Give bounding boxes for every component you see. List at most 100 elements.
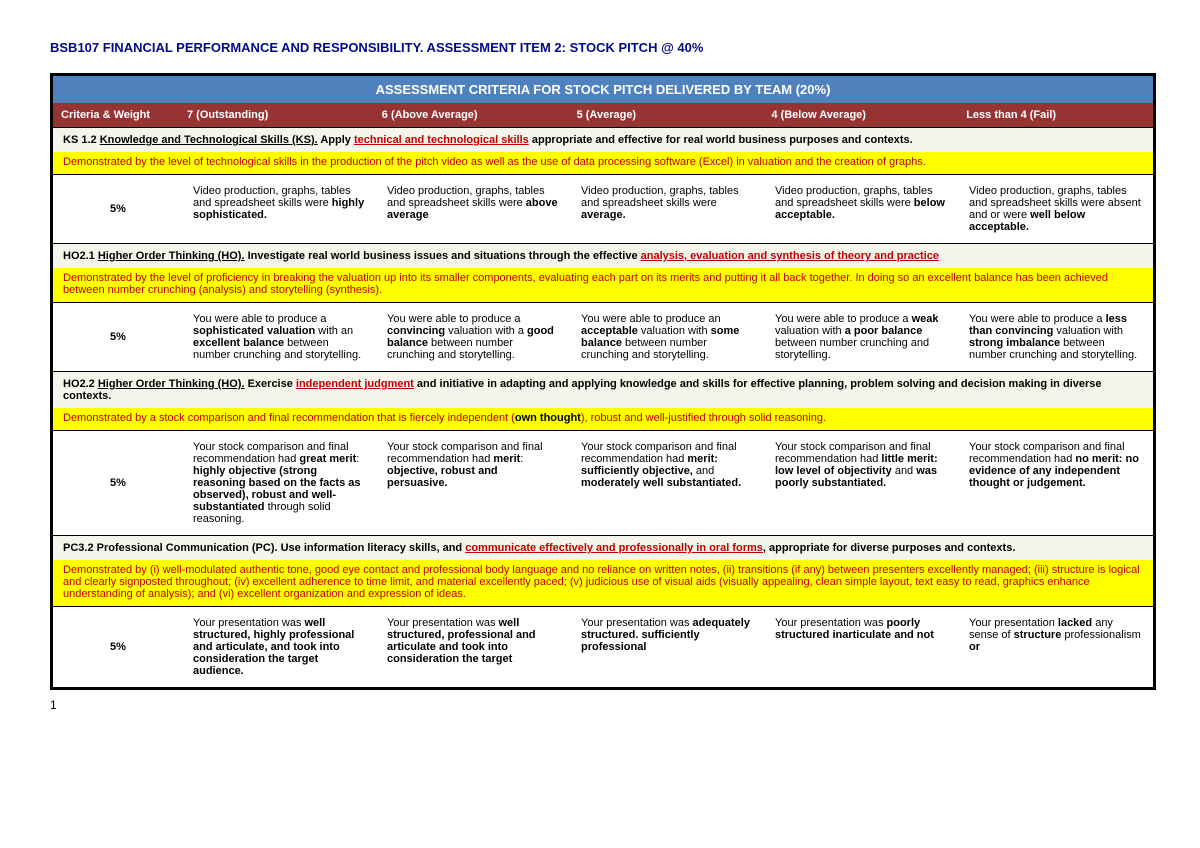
text: Investigate real world business issues a… [245, 250, 641, 262]
ho21-level4: You were able to produce a weak valuatio… [765, 303, 959, 371]
text: and [693, 465, 714, 477]
header-5: 5 (Average) [569, 103, 764, 127]
pc32-levelfail: Your presentation lacked any sense of st… [959, 607, 1153, 687]
criterion-ho21-levels: 5% You were able to produce a sophistica… [53, 302, 1153, 371]
criterion-ho21: HO2.1 Higher Order Thinking (HO). Invest… [53, 243, 1153, 371]
text: Video production, graphs, tables and spr… [775, 185, 933, 209]
text: Video production, graphs, tables and spr… [581, 185, 739, 209]
text: ), robust and well-justified through sol… [581, 412, 826, 424]
text: You were able to produce an [581, 313, 721, 325]
text: , appropriate for diverse purposes and c… [763, 542, 1015, 554]
criterion-pc32-desc: Demonstrated by (i) well-modulated authe… [53, 560, 1153, 606]
criterion-ho22-title: HO2.2 Higher Order Thinking (HO). Exerci… [53, 372, 1153, 408]
text: Demonstrated by a stock comparison and f… [63, 412, 515, 424]
criterion-ho21-desc: Demonstrated by the level of proficiency… [53, 268, 1153, 302]
text: valuation with [1053, 325, 1123, 337]
criterion-ho21-title: HO2.1 Higher Order Thinking (HO). Invest… [53, 244, 1153, 268]
text: structure [1014, 629, 1062, 641]
criterion-pc32-levels: 5% Your presentation was well structured… [53, 606, 1153, 687]
criterion-ks12: KS 1.2 Knowledge and Technological Skill… [53, 127, 1153, 243]
rubric-table: ASSESSMENT CRITERIA FOR STOCK PITCH DELI… [50, 73, 1156, 690]
text: between number crunching and storytellin… [775, 337, 929, 361]
ho21-levelfail: You were able to produce a less than con… [959, 303, 1153, 371]
pc32-level4: Your presentation was poorly structured … [765, 607, 959, 687]
text: moderately well substantiated. [581, 477, 741, 489]
ho21-weight: 5% [53, 303, 183, 371]
header-row: Criteria & Weight 7 (Outstanding) 6 (Abo… [53, 103, 1153, 127]
header-6: 6 (Above Average) [374, 103, 569, 127]
text: valuation with [638, 325, 711, 337]
text: strong imbalance [969, 337, 1060, 349]
text: Your presentation was [387, 617, 499, 629]
text: acceptable [581, 325, 638, 337]
ks12-level7: Video production, graphs, tables and spr… [183, 175, 377, 243]
text: You were able to produce a [193, 313, 327, 325]
criterion-pc32-title: PC3.2 Professional Communication (PC). U… [53, 536, 1153, 560]
text: independent judgment [296, 378, 414, 390]
text: Higher Order Thinking (HO). [98, 250, 245, 262]
text: weak [912, 313, 939, 325]
header-weight: Criteria & Weight [53, 103, 179, 127]
ks12-level4: Video production, graphs, tables and spr… [765, 175, 959, 243]
text: sophisticated valuation [193, 325, 315, 337]
text: appropriate and effective for real world… [529, 134, 913, 146]
text: Video production, graphs, tables and spr… [193, 185, 351, 209]
text: Your presentation was [193, 617, 305, 629]
criterion-pc32: PC3.2 Professional Communication (PC). U… [53, 535, 1153, 687]
rubric-banner: ASSESSMENT CRITERIA FOR STOCK PITCH DELI… [53, 76, 1153, 103]
ho22-levelfail: Your stock comparison and final recommen… [959, 431, 1153, 535]
text: technical and technological skills [354, 134, 529, 146]
text: convincing [387, 325, 445, 337]
ks12-level6: Video production, graphs, tables and spr… [377, 175, 571, 243]
text: KS 1.2 [63, 134, 100, 146]
text: objective, robust and persuasive. [387, 465, 498, 489]
ho21-level6: You were able to produce a convincing va… [377, 303, 571, 371]
text: great merit [299, 453, 356, 465]
ho22-level4: Your stock comparison and final recommen… [765, 431, 959, 535]
text: and [892, 465, 916, 477]
text: You were able to produce a [969, 313, 1106, 325]
text: HO2.1 [63, 250, 98, 262]
criterion-ks12-desc: Demonstrated by the level of technologic… [53, 152, 1153, 174]
criterion-ho22-desc: Demonstrated by a stock comparison and f… [53, 408, 1153, 430]
ho22-level5: Your stock comparison and final recommen… [571, 431, 765, 535]
text: a poor balance [845, 325, 923, 337]
criterion-ho22-levels: 5% Your stock comparison and final recom… [53, 430, 1153, 535]
text: You were able to produce a [775, 313, 912, 325]
ho22-level6: Your stock comparison and final recommen… [377, 431, 571, 535]
ho21-level7: You were able to produce a sophisticated… [183, 303, 377, 371]
text: excellent balance [193, 337, 284, 349]
document-title: BSB107 FINANCIAL PERFORMANCE AND RESPONS… [50, 40, 1150, 55]
text: Exercise [245, 378, 296, 390]
ho21-level5: You were able to produce an acceptable v… [571, 303, 765, 371]
header-7: 7 (Outstanding) [179, 103, 374, 127]
text: merit [493, 453, 520, 465]
text: average. [581, 209, 626, 221]
text: Your presentation was [775, 617, 887, 629]
pc32-weight: 5% [53, 607, 183, 687]
text: Your presentation was [581, 617, 693, 629]
text: valuation with a [445, 325, 527, 337]
ks12-level5: Video production, graphs, tables and spr… [571, 175, 765, 243]
ks12-levelfail: Video production, graphs, tables and spr… [959, 175, 1153, 243]
text: professionalism [1061, 629, 1140, 641]
text: HO2.2 [63, 378, 98, 390]
pc32-level5: Your presentation was adequately structu… [571, 607, 765, 687]
criterion-ks12-title: KS 1.2 Knowledge and Technological Skill… [53, 128, 1153, 152]
text: with an [315, 325, 353, 337]
page-number: 1 [50, 698, 1150, 712]
text: Your presentation [969, 617, 1058, 629]
text: analysis, evaluation and synthesis of th… [641, 250, 939, 262]
pc32-level7: Your presentation was well structured, h… [183, 607, 377, 687]
ho22-level7: Your stock comparison and final recommen… [183, 431, 377, 535]
pc32-level6: Your presentation was well structured, p… [377, 607, 571, 687]
criterion-ho22: HO2.2 Higher Order Thinking (HO). Exerci… [53, 371, 1153, 535]
text: communicate effectively and professional… [465, 542, 763, 554]
text: Apply [318, 134, 354, 146]
text: Video production, graphs, tables and spr… [387, 185, 545, 209]
text: PC3.2 Professional Communication (PC). U… [63, 542, 465, 554]
text: Higher Order Thinking (HO). [98, 378, 245, 390]
text: You were able to produce a [387, 313, 521, 325]
text: own thought [515, 412, 581, 424]
text: : [356, 453, 359, 465]
